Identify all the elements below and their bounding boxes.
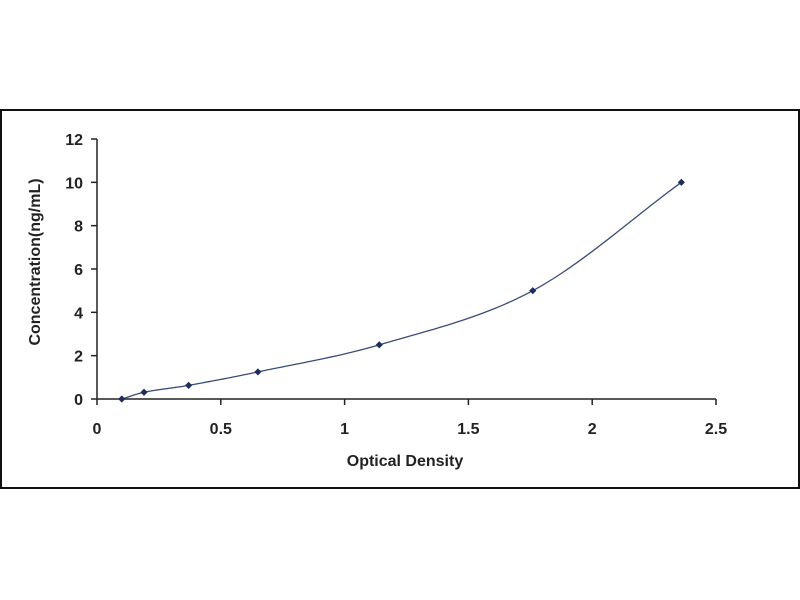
x-tick-label: 1.5 — [457, 421, 479, 438]
data-point — [254, 368, 262, 376]
x-tick-label: 2 — [588, 421, 597, 438]
y-tick-label: 8 — [74, 219, 83, 236]
y-ticks: 0 2 4 6 8 10 12 — [65, 132, 97, 409]
x-tick-label: 0.5 — [210, 421, 232, 438]
y-tick-label: 10 — [65, 175, 83, 192]
data-point — [185, 381, 193, 389]
y-tick-label: 2 — [74, 349, 83, 366]
x-tick-label: 1 — [340, 421, 349, 438]
data-point — [375, 341, 383, 349]
y-tick-label: 4 — [74, 305, 83, 322]
chart-border — [0, 109, 800, 489]
y-tick-label: 6 — [74, 262, 83, 279]
x-axis-title: Optical Density — [347, 453, 464, 470]
y-tick-label: 12 — [65, 132, 83, 149]
data-point — [140, 388, 148, 396]
y-axis-title: Concentration(ng/mL) — [27, 178, 44, 345]
data-point — [529, 287, 537, 295]
x-tick-label: 2.5 — [705, 421, 727, 438]
x-ticks: 0 0.5 1 1.5 2 2.5 — [93, 399, 727, 438]
y-tick-label: 0 — [74, 392, 83, 409]
data-point — [677, 178, 685, 186]
data-point — [118, 395, 126, 403]
x-tick-label: 0 — [93, 421, 102, 438]
data-points — [118, 178, 685, 403]
